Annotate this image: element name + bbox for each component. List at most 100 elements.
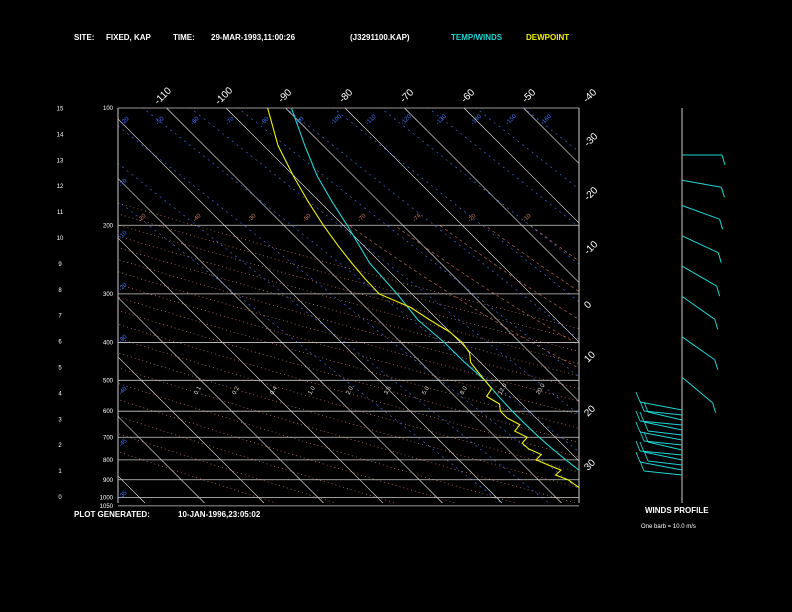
altitude-tick-label: 4: [58, 391, 62, 397]
mixing-ratio-line: [142, 108, 579, 453]
wind-barb-feather: [720, 187, 725, 198]
winds-profile-title: WINDS PROFILE: [645, 506, 709, 515]
wind-barb-feather: [721, 154, 726, 166]
isobars: [118, 107, 579, 507]
isotherm-line: [702, 108, 792, 503]
isotherm-label-right: 20: [582, 403, 598, 419]
moist-adiabat-line: [394, 225, 579, 346]
dewpoint-profile-line: [267, 108, 579, 489]
moist-adiabat-label: 0.1: [194, 385, 204, 396]
mixing-ratio-label: -90: [295, 116, 306, 127]
wind-barb-low-feather: [639, 411, 645, 423]
wind-barb: [681, 205, 720, 220]
isotherm-line: [285, 108, 579, 402]
wind-barb-feather: [712, 402, 717, 414]
isotherm-label-top: -50: [520, 87, 538, 105]
wind-barb-low-feather: [635, 410, 641, 422]
isotherm-line: [583, 108, 792, 503]
dry-adiabat-line: [118, 213, 579, 341]
dry-adiabat-line: [118, 352, 579, 489]
background-lines: [118, 108, 792, 506]
mixing-ratio-line: [523, 108, 579, 153]
dry-adiabat-label: -70: [357, 213, 368, 224]
wind-barb-low-feather: [635, 421, 641, 433]
wind-barb-low-feather: [635, 391, 641, 403]
dry-adiabat-line: [118, 451, 277, 503]
moist-adiabat-line: [484, 225, 579, 292]
pressure-tick-label: 900: [103, 478, 114, 484]
legend-temp: TEMP/WINDS: [451, 33, 503, 42]
wind-barb-low: [639, 420, 683, 426]
dry-adiabat-line: [118, 283, 579, 416]
wind-barb: [681, 265, 717, 287]
altitude-tick-label: 15: [57, 107, 64, 113]
wind-barb-low: [647, 411, 683, 421]
pressure-tick-label: 600: [103, 409, 114, 415]
dry-adiabat-line: [118, 399, 457, 503]
moist-adiabat-line: [439, 225, 579, 320]
wind-barb: [681, 179, 722, 188]
wind-barb-low: [639, 401, 683, 411]
wind-barb-feather: [717, 252, 722, 263]
dry-adiabat-label: -40: [192, 213, 203, 224]
wind-barb-low-feather: [643, 431, 649, 443]
dry-adiabat-line: [118, 323, 579, 458]
wind-barb-low: [643, 470, 683, 476]
isotherm-line: [225, 108, 579, 462]
moist-adiabat-label: 2.0: [346, 385, 356, 396]
wind-barb: [681, 336, 716, 361]
mixing-ratio-label-left: -10: [118, 230, 129, 241]
altitude-tick-label: 14: [57, 132, 64, 138]
wind-barb-low-feather: [639, 430, 645, 442]
pressure-tick-label: 800: [103, 458, 114, 464]
pressure-tick-label: 1050: [100, 504, 114, 510]
dry-adiabat-label: -50: [302, 213, 313, 224]
wind-barb: [681, 376, 713, 404]
wind-barb-low-feather: [643, 450, 649, 462]
isotherm-label-right: -20: [582, 185, 600, 203]
isotherm-line: [404, 108, 579, 283]
dry-adiabat-line: [118, 433, 337, 503]
moist-adiabat-label: 12.0: [498, 382, 509, 396]
dry-adiabat-line: [118, 383, 518, 503]
wind-barb-low-feather: [635, 451, 641, 463]
wind-barb-low-feather: [643, 420, 649, 432]
wind-barb: [681, 295, 716, 320]
generated-value: 10-JAN-1996,23:05:02: [178, 510, 261, 519]
wind-barb-low-feather: [635, 440, 641, 452]
wind-barb: [681, 235, 719, 254]
isotherm-label-top: -40: [581, 87, 599, 105]
isotherm-label-top: -60: [459, 87, 477, 105]
legend-dewpoint: DEWPOINT: [526, 33, 569, 42]
axis-labels: 1002003004005006007008009001000105001234…: [57, 85, 601, 510]
pressure-tick-label: 200: [103, 223, 114, 229]
isotherm-line: [762, 108, 792, 503]
mixing-ratio-label-left: -40: [118, 386, 129, 397]
winds-profile: [635, 108, 726, 503]
time-value: 29-MAR-1993,11:00:26: [211, 33, 296, 42]
dry-adiabat-line: [118, 296, 579, 429]
mixing-ratio-line: [332, 108, 579, 303]
wind-barb-low: [647, 441, 683, 451]
isotherm-line: [118, 356, 265, 503]
mixing-ratio-label-left: -35: [118, 490, 129, 501]
mixing-ratio-label: -60: [190, 116, 201, 127]
pressure-tick-label: 400: [103, 341, 114, 347]
altitude-tick-label: 0: [58, 495, 62, 501]
wind-barb-low: [639, 450, 683, 456]
moist-adiabat-line: [621, 225, 792, 506]
dry-adiabat-line: [118, 337, 579, 473]
altitude-tick-label: 13: [57, 158, 64, 164]
wind-barb-low: [643, 421, 683, 431]
mixing-ratio-line: [428, 108, 579, 228]
mixing-ratio-line: [237, 108, 579, 378]
altitude-tick-label: 7: [58, 314, 62, 320]
dry-adiabat-line: [118, 247, 579, 377]
mixing-ratio-label: -160: [540, 113, 553, 126]
dry-adiabat-label: -20: [137, 213, 148, 224]
altitude-tick-label: 8: [58, 288, 62, 294]
mixing-ratio-label-left: -45: [118, 438, 129, 449]
wind-barb-low: [643, 410, 683, 416]
wind-barb-low: [643, 451, 683, 461]
mixing-ratio-label: -70: [225, 116, 236, 127]
